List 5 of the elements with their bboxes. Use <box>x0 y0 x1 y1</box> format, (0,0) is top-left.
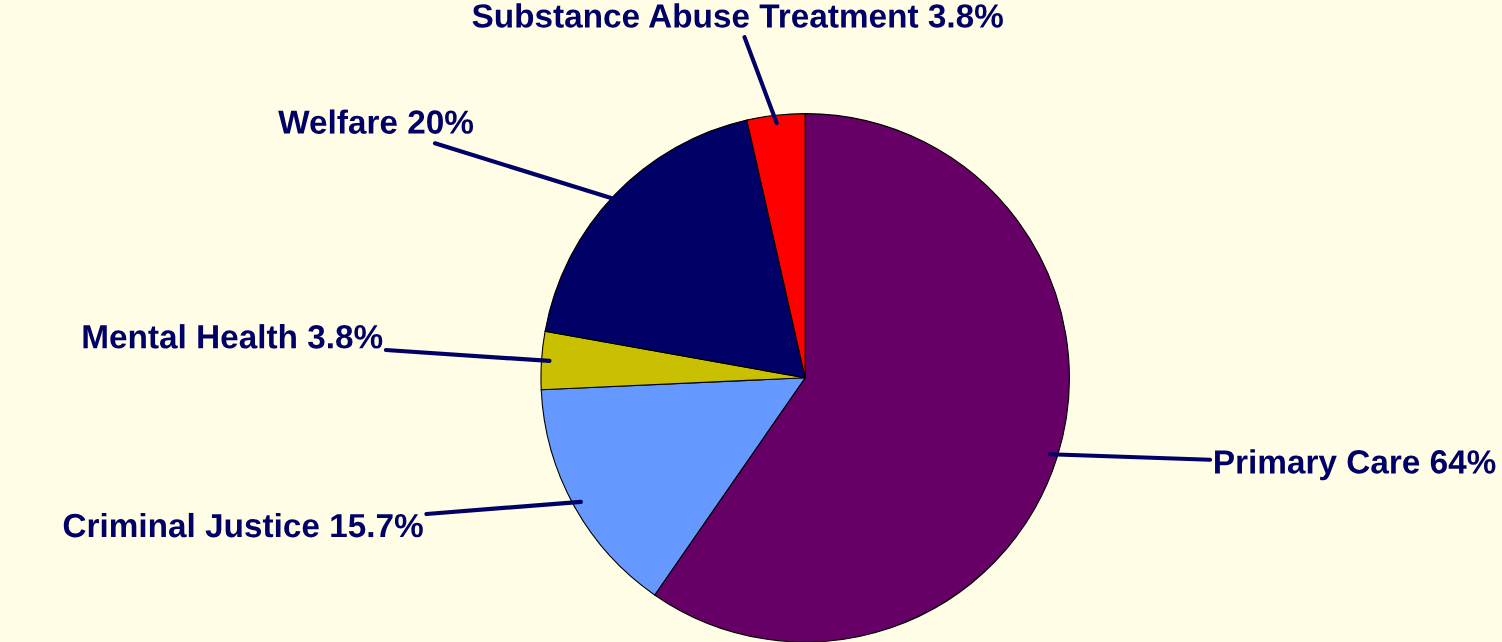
slice-label: Mental Health 3.8% <box>83 324 383 349</box>
slice-label: Substance Abuse Treatment 3.8% <box>472 3 1003 28</box>
slice-label: Criminal Justice 15.7% <box>63 512 423 538</box>
slice-label: Primary Care 64% <box>1215 449 1496 481</box>
slice-label: Welfare 20% <box>278 109 474 134</box>
